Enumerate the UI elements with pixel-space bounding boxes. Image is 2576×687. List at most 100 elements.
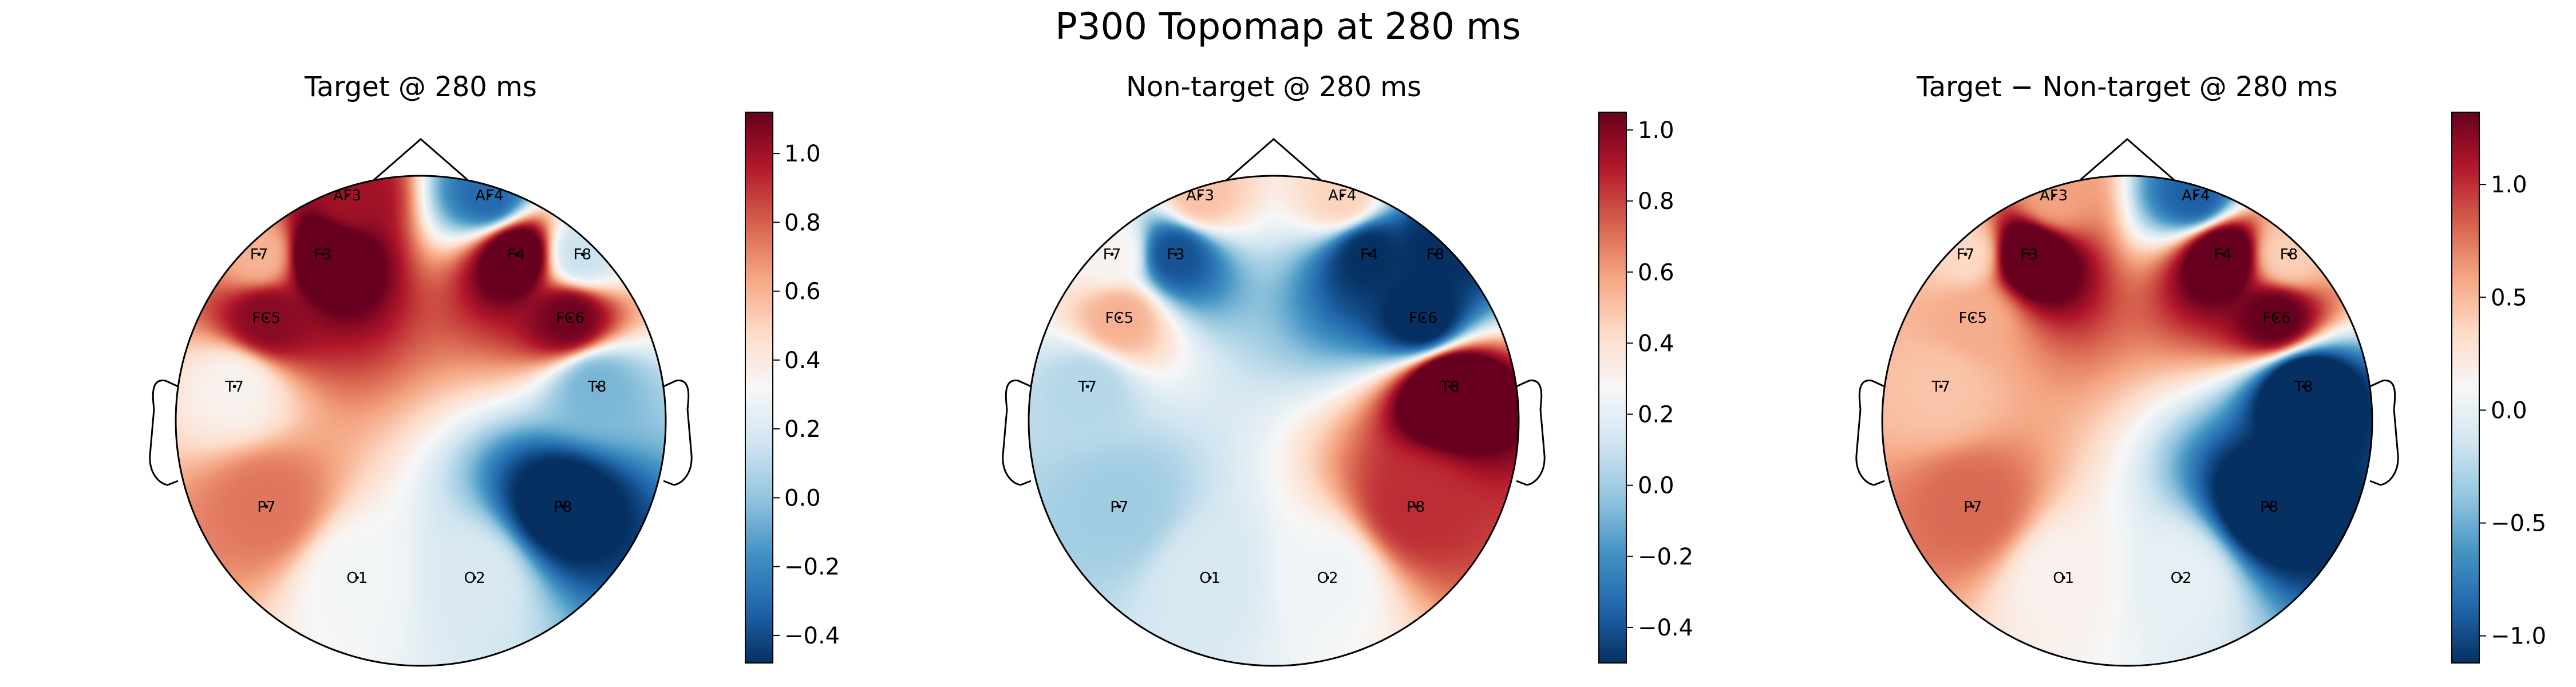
- electrode-fc5: [264, 316, 268, 320]
- panel-title: Non-target @ 280 ms: [1126, 71, 1421, 103]
- electrode-o2: [473, 575, 477, 579]
- electrode-label-fc5: FC5: [252, 310, 281, 327]
- electrode-f3: [321, 252, 325, 256]
- figure-title: P300 Topomap at 280 ms: [1055, 6, 1521, 48]
- colorbar-tick-label: 0.4: [1638, 330, 1674, 357]
- electrode-p7: [1117, 504, 1121, 508]
- electrode-label-p7: P7: [257, 499, 275, 516]
- electrode-label-o1: O1: [1199, 570, 1220, 587]
- electrode-af4: [2194, 194, 2198, 198]
- electrode-p8: [2267, 504, 2271, 508]
- electrode-label-f8: F8: [2280, 246, 2298, 263]
- colorbar-tick-label: −0.2: [1638, 544, 1693, 570]
- electrode-label-p8: P8: [1406, 499, 1425, 516]
- electrode-t8: [595, 385, 599, 389]
- colorbar-tick-label: 0.2: [784, 416, 821, 443]
- electrode-f3: [2027, 252, 2031, 256]
- colorbar: −0.4 −0.2 0.0 0.2 0.4 0.6 0.8 1.0: [745, 112, 840, 664]
- electrode-label-f4: F4: [1360, 246, 1378, 263]
- colorbar-gradient: [2451, 112, 2480, 664]
- topomap-panel-3: Target − Non-target @ 280 ms AF3 AF4 F7 F3 F4…: [1855, 71, 2546, 667]
- electrode-p7: [264, 504, 268, 508]
- electrode-af3: [345, 194, 349, 198]
- electrode-t8: [1448, 385, 1452, 389]
- panels: Target @ 280 ms AF3 AF4 F7 F3 F4 F8 FC5 FC6 T7 T8 P…: [149, 71, 2546, 667]
- electrode-p8: [1414, 504, 1418, 508]
- electrode-label-fc5: FC5: [1959, 310, 1988, 327]
- electrode-label-t8: T8: [2294, 378, 2313, 396]
- scalp-heatmap: [1882, 176, 2372, 666]
- scalp-heatmap: [1029, 176, 1519, 666]
- electrode-fc6: [1421, 316, 1425, 320]
- electrode-f8: [1433, 252, 1437, 256]
- electrode-o2: [1326, 575, 1330, 579]
- electrode-label-o2: O2: [2171, 570, 2192, 587]
- right-ear-outline: [663, 380, 693, 486]
- electrode-label-f8: F8: [1427, 246, 1445, 263]
- electrode-f4: [1367, 252, 1371, 256]
- electrode-label-o1: O1: [346, 570, 368, 587]
- topomap-panel-1: Target @ 280 ms AF3 AF4 F7 F3 F4 F8 FC5 FC6 T7 T8 P…: [149, 71, 840, 667]
- electrode-fc5: [1971, 316, 1975, 320]
- electrode-f3: [1174, 252, 1178, 256]
- electrode-label-af4: AF4: [475, 187, 503, 204]
- topomap-panel-2: Non-target @ 280 ms AF3 AF4 F7 F3 F4 F8 FC5 FC6 T…: [1002, 71, 1693, 667]
- colorbar-tick-label: −0.5: [2491, 511, 2546, 537]
- electrode-t7: [1085, 385, 1089, 389]
- electrode-label-o1: O1: [2053, 570, 2074, 587]
- electrode-o2: [2179, 575, 2183, 579]
- electrode-label-f4: F4: [507, 246, 526, 263]
- colorbar-tick-label: 1.0: [1638, 117, 1674, 144]
- left-ear-outline: [149, 380, 179, 486]
- colorbar-tick-label: 1.0: [784, 141, 821, 167]
- electrode-label-o2: O2: [1317, 570, 1338, 587]
- electrode-label-p7: P7: [1963, 499, 1982, 516]
- electrode-label-p8: P8: [2260, 499, 2278, 516]
- electrode-t7: [232, 385, 236, 389]
- electrode-t7: [1939, 385, 1943, 389]
- electrode-label-fc6: FC6: [2262, 310, 2291, 327]
- electrode-af3: [1198, 194, 1202, 198]
- electrode-o1: [355, 575, 359, 579]
- colorbar-tick-label: 0.8: [784, 210, 821, 236]
- colorbar-gradient: [745, 112, 773, 664]
- colorbar: −0.4 −0.2 0.0 0.2 0.4 0.6 0.8 1.0: [1598, 112, 1693, 664]
- electrode-t8: [2302, 385, 2306, 389]
- electrode-af4: [1340, 194, 1344, 198]
- electrode-label-f3: F3: [2020, 246, 2038, 263]
- electrode-fc5: [1117, 316, 1121, 320]
- colorbar-tick-label: 0.6: [1638, 259, 1674, 286]
- colorbar-tick-label: −1.0: [2491, 623, 2546, 650]
- left-ear-outline: [1002, 380, 1032, 486]
- electrode-f8: [2287, 252, 2291, 256]
- electrode-label-af3: AF3: [2040, 187, 2068, 204]
- electrode-label-f3: F3: [1167, 246, 1185, 263]
- electrode-label-t8: T8: [1440, 378, 1459, 396]
- left-ear-outline: [1855, 380, 1885, 486]
- electrode-f7: [1963, 252, 1967, 256]
- electrode-label-fc6: FC6: [556, 310, 584, 327]
- head-outline: [1028, 175, 1520, 667]
- electrode-label-p7: P7: [1110, 499, 1128, 516]
- colorbar-tick-label: 0.4: [784, 348, 821, 374]
- electrode-label-f8: F8: [574, 246, 592, 263]
- panel-title: Target @ 280 ms: [304, 71, 537, 103]
- electrode-label-af3: AF3: [333, 187, 361, 204]
- electrode-af3: [2052, 194, 2056, 198]
- electrode-label-f7: F7: [250, 246, 268, 263]
- electrode-label-fc6: FC6: [1409, 310, 1437, 327]
- electrode-label-af4: AF4: [2182, 187, 2210, 204]
- electrode-o1: [2061, 575, 2065, 579]
- electrode-label-t7: T7: [1078, 378, 1097, 396]
- colorbar-gradient: [1598, 112, 1627, 664]
- colorbar-tick-label: 0.0: [784, 485, 821, 511]
- electrode-p8: [561, 504, 565, 508]
- scalp-heatmap: [176, 176, 666, 666]
- electrode-f7: [1110, 252, 1114, 256]
- head-outline: [1881, 175, 2373, 667]
- colorbar-tick-label: 0.0: [1638, 473, 1674, 499]
- electrode-label-f4: F4: [2214, 246, 2232, 263]
- electrode-af4: [487, 194, 491, 198]
- electrode-label-p8: P8: [554, 499, 572, 516]
